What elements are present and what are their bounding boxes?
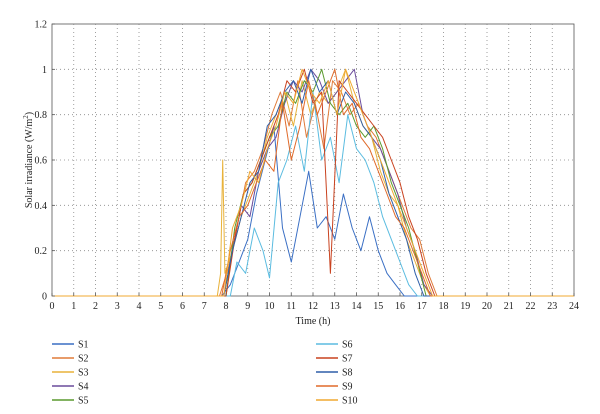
series-line-s4 [52, 68, 574, 297]
series-lines [52, 68, 574, 297]
x-tick-labels: 0 1 2 3 4 5 6 7 8 9 10 11 12 13 14 15 16 17 18 19 20 21 22 23 24 [50, 293, 579, 312]
y-tick-labels: 0 0.2 0.4 0.6 0.8 1 1.2 [35, 20, 55, 303]
series-line-s1 [52, 125, 574, 297]
y-tick-label-5: 1 [42, 65, 47, 76]
grid-lines [52, 24, 574, 296]
x-tick-label-15: 15 [373, 301, 383, 312]
y-tick-label-3: 0.6 [35, 156, 48, 167]
x-tick-label-17: 17 [417, 301, 427, 312]
x-tick-label-10: 10 [265, 301, 275, 312]
legend-label-s6: S6 [342, 340, 353, 351]
legend-label-s8: S8 [342, 368, 353, 379]
x-tick-label-23: 23 [547, 301, 557, 312]
y-tick-label-1: 0.2 [35, 246, 48, 257]
x-tick-label-18: 18 [439, 301, 449, 312]
x-tick-label-9: 9 [245, 301, 250, 312]
y-axis-title: Solar irradiance (W/m2) [22, 112, 35, 208]
legend-label-s5: S5 [78, 396, 89, 407]
series-line-s6 [52, 91, 574, 297]
x-tick-label-14: 14 [352, 301, 362, 312]
series-line-s7 [52, 68, 574, 297]
y-tick-label-0: 0 [42, 292, 47, 303]
x-tick-label-13: 13 [330, 301, 340, 312]
x-tick-label-20: 20 [482, 301, 492, 312]
x-tick-label-2: 2 [93, 301, 98, 312]
x-tick-label-12: 12 [308, 301, 318, 312]
x-axis-title: Time (h) [296, 316, 331, 327]
x-tick-label-19: 19 [460, 301, 470, 312]
legend: S1 S2 S3 S4 S5 S6 S7 S8 S9 S10 [52, 340, 358, 407]
legend-label-s4: S4 [78, 382, 89, 393]
series-line-s9 [52, 68, 574, 297]
x-tick-label-21: 21 [504, 301, 514, 312]
legend-label-s1: S1 [78, 340, 89, 351]
legend-label-s3: S3 [78, 368, 89, 379]
x-tick-label-16: 16 [395, 301, 405, 312]
x-tick-label-8: 8 [224, 301, 229, 312]
y-tick-label-4: 0.8 [35, 110, 48, 121]
x-tick-label-3: 3 [115, 301, 120, 312]
x-tick-label-11: 11 [286, 301, 296, 312]
x-tick-label-7: 7 [202, 301, 207, 312]
legend-label-s2: S2 [78, 354, 89, 365]
x-tick-label-1: 1 [71, 301, 76, 312]
x-tick-label-0: 0 [50, 301, 55, 312]
x-tick-label-22: 22 [526, 301, 536, 312]
series-line-s8 [52, 68, 574, 297]
series-line-s2 [52, 80, 574, 297]
series-line-s10 [52, 68, 574, 297]
legend-label-s9: S9 [342, 382, 353, 393]
y-tick-label-2: 0.4 [35, 201, 48, 212]
x-tick-label-4: 4 [137, 301, 142, 312]
x-tick-label-24: 24 [569, 301, 579, 312]
x-tick-label-6: 6 [180, 301, 185, 312]
legend-label-s10: S10 [342, 396, 358, 407]
legend-label-s7: S7 [342, 354, 353, 365]
y-tick-label-6: 1.2 [35, 20, 48, 31]
x-tick-label-5: 5 [158, 301, 163, 312]
